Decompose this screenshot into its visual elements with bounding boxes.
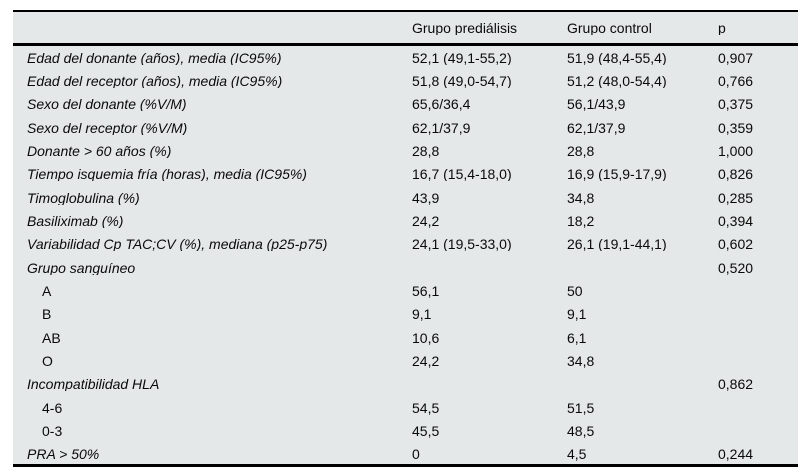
control-value: 9,1 (567, 307, 587, 322)
control-value: 6,1 (567, 330, 587, 345)
table-row: Donante > 60 años (%) 28,8 28,8 1,000 (13, 139, 798, 162)
control-value: 16,9 (15,9-17,9) (567, 167, 667, 182)
table-row: 4-6 54,5 51,5 (13, 396, 798, 419)
table-row: 0-3 45,5 48,5 (13, 419, 798, 442)
table-row: Tiempo isquemia fría (horas), media (IC9… (13, 163, 798, 186)
table-row: O 24,2 34,8 (13, 349, 798, 372)
row-label: Basiliximab (%) (27, 213, 124, 228)
predialisis-value: 52,1 (49,1-55,2) (412, 50, 512, 65)
p-value: 1,000 (718, 143, 754, 158)
control-value: 50 (567, 283, 583, 298)
table-row: Edad del donante (años), media (IC95%) 52… (13, 46, 798, 69)
predialisis-value: 24,2 (412, 353, 440, 368)
control-value: 26,1 (19,1-44,1) (567, 237, 667, 252)
control-value: 34,8 (567, 190, 595, 205)
table-row: Edad del receptor (años), media (IC95%) 5… (13, 69, 798, 92)
predialisis-value: 56,1 (412, 283, 440, 298)
row-label: A (42, 283, 52, 298)
p-value: 0,359 (718, 120, 754, 135)
predialisis-value: 10,6 (412, 330, 440, 345)
predialisis-value: 54,5 (412, 400, 440, 415)
control-value: 48,5 (567, 423, 595, 438)
table-header-row: Grupo prediálisis Grupo control p (13, 12, 798, 46)
table-row: Variabilidad Cp TAC;CV (%), mediana (p25… (13, 233, 798, 256)
column-header-p: p (718, 20, 726, 35)
row-label: 0-3 (42, 423, 63, 438)
row-label: Grupo sanguíneo (27, 260, 136, 275)
p-value: 0,375 (718, 97, 754, 112)
column-header-control: Grupo control (567, 20, 652, 35)
p-value: 0,285 (718, 190, 754, 205)
row-label: Edad del receptor (años), media (IC95%) (27, 73, 283, 88)
comparison-table: Grupo prediálisis Grupo control p Edad d… (13, 10, 798, 467)
control-value: 51,5 (567, 400, 595, 415)
control-value: 62,1/37,9 (567, 120, 626, 135)
control-value: 51,2 (48,0-54,4) (567, 73, 667, 88)
p-value: 0,826 (718, 167, 754, 182)
table-row: Timoglobulina (%) 43,9 34,8 0,285 (13, 186, 798, 209)
row-label: Edad del donante (años), media (IC95%) (27, 50, 282, 65)
row-label: O (42, 353, 53, 368)
row-label: B (42, 307, 52, 322)
predialisis-value: 0 (412, 447, 420, 462)
table-body: Edad del donante (años), media (IC95%) 52… (13, 46, 798, 466)
control-value: 28,8 (567, 143, 595, 158)
row-label: 4-6 (42, 400, 63, 415)
table-row: Basiliximab (%) 24,2 18,2 0,394 (13, 209, 798, 232)
predialisis-value: 28,8 (412, 143, 440, 158)
control-value: 56,1/43,9 (567, 97, 626, 112)
table-row: AB 10,6 6,1 (13, 326, 798, 349)
column-header-predialisis: Grupo prediálisis (412, 20, 518, 35)
p-value: 0,862 (718, 377, 754, 392)
row-label: Incompatibilidad HLA (27, 377, 160, 392)
control-value: 18,2 (567, 213, 595, 228)
predialisis-value: 43,9 (412, 190, 440, 205)
p-value: 0,394 (718, 213, 754, 228)
p-value: 0,907 (718, 50, 754, 65)
control-value: 34,8 (567, 353, 595, 368)
row-label: AB (42, 330, 61, 345)
predialisis-value: 9,1 (412, 307, 432, 322)
row-label: Timoglobulina (%) (27, 190, 140, 205)
row-label: Tiempo isquemia fría (horas), media (IC9… (27, 167, 307, 182)
table-row: Sexo del donante (%V/M) 65,6/36,4 56,1/43,… (13, 93, 798, 116)
predialisis-value: 51,8 (49,0-54,7) (412, 73, 512, 88)
table-row: PRA > 50% 0 4,5 0,244 (13, 443, 798, 466)
p-value: 0,520 (718, 260, 754, 275)
p-value: 0,244 (718, 447, 754, 462)
p-value: 0,602 (718, 237, 754, 252)
row-label: Sexo del receptor (%V/M) (27, 120, 188, 135)
table-row: A 56,1 50 (13, 279, 798, 302)
row-label: Sexo del donante (%V/M) (27, 97, 187, 112)
predialisis-value: 45,5 (412, 423, 440, 438)
table-row: Grupo sanguíneo 0,520 (13, 256, 798, 279)
predialisis-value: 24,2 (412, 213, 440, 228)
table-row: Sexo del receptor (%V/M) 62,1/37,9 62,1/37… (13, 116, 798, 139)
predialisis-value: 62,1/37,9 (412, 120, 471, 135)
table-row: Incompatibilidad HLA 0,862 (13, 373, 798, 396)
row-label: PRA > 50% (27, 447, 100, 462)
row-label: Variabilidad Cp TAC;CV (%), mediana (p25… (27, 237, 328, 252)
control-value: 51,9 (48,4-55,4) (567, 50, 667, 65)
predialisis-value: 65,6/36,4 (412, 97, 471, 112)
predialisis-value: 16,7 (15,4-18,0) (412, 167, 512, 182)
p-value: 0,766 (718, 73, 754, 88)
predialisis-value: 24,1 (19,5-33,0) (412, 237, 512, 252)
control-value: 4,5 (567, 447, 587, 462)
table-row: B 9,1 9,1 (13, 303, 798, 326)
row-label: Donante > 60 años (%) (27, 143, 172, 158)
